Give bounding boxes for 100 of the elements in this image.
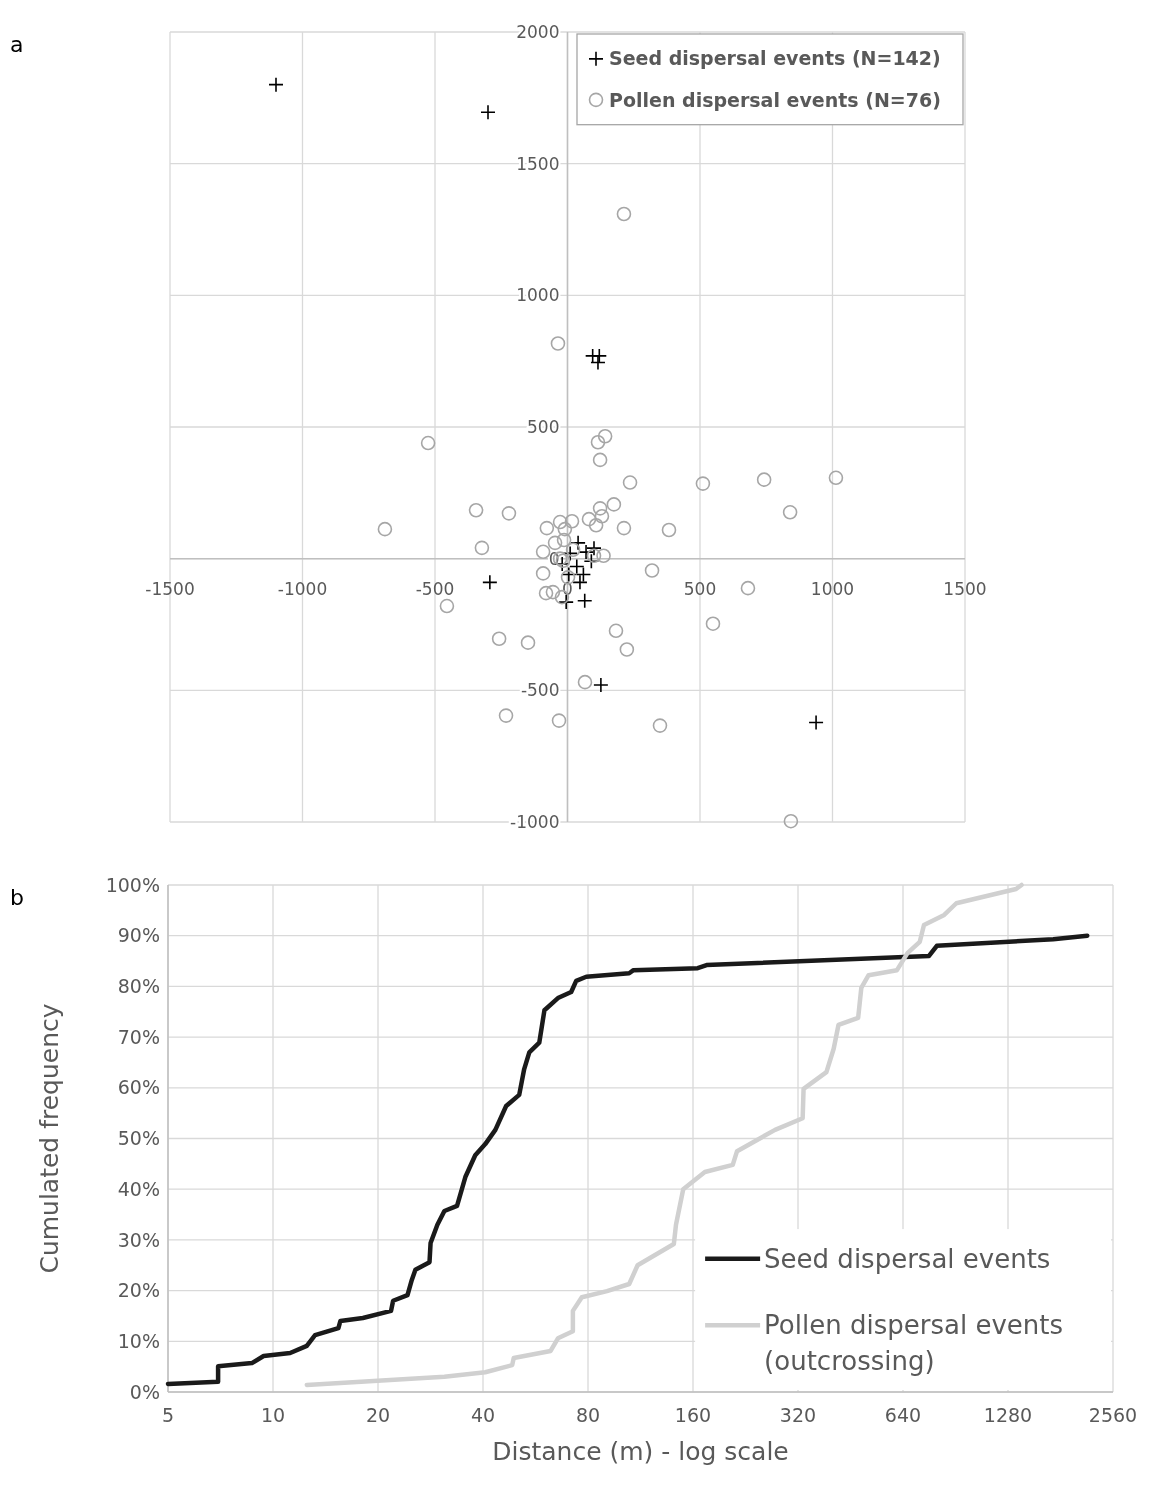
point bbox=[576, 593, 593, 609]
point bbox=[597, 428, 613, 444]
point bbox=[482, 574, 498, 591]
point bbox=[783, 813, 799, 829]
point bbox=[590, 434, 606, 450]
point bbox=[420, 435, 436, 451]
point bbox=[594, 508, 610, 524]
y-tick-label: 20% bbox=[117, 1279, 160, 1302]
point bbox=[705, 616, 721, 632]
point bbox=[268, 76, 284, 93]
x-tick-label: -1500 bbox=[145, 578, 195, 599]
x-tick-label: 1000 bbox=[810, 578, 855, 599]
point bbox=[782, 505, 798, 520]
point bbox=[539, 520, 555, 536]
point bbox=[644, 563, 660, 578]
point bbox=[377, 521, 393, 537]
y-tick-label: 500 bbox=[527, 416, 560, 437]
point bbox=[480, 104, 496, 121]
point bbox=[808, 714, 824, 731]
y-tick-label: 80% bbox=[117, 975, 160, 998]
x-tick-label: -500 bbox=[415, 578, 455, 599]
legend-label: Seed dispersal events (N=142) bbox=[609, 47, 941, 70]
text: b bbox=[10, 885, 24, 910]
point bbox=[695, 476, 711, 491]
point bbox=[535, 544, 551, 560]
point bbox=[557, 521, 573, 537]
point bbox=[828, 470, 844, 486]
point bbox=[545, 584, 561, 600]
x-tick-label: 1280 bbox=[983, 1404, 1033, 1426]
point bbox=[572, 574, 588, 591]
y-tick-label: 2000 bbox=[516, 21, 560, 42]
point bbox=[661, 522, 677, 538]
point bbox=[564, 513, 580, 529]
x-tick-label: 5 bbox=[161, 1404, 175, 1426]
point bbox=[468, 502, 484, 518]
x-tick-label: 40 bbox=[470, 1404, 496, 1426]
point bbox=[491, 631, 507, 647]
x-tick-label: 320 bbox=[779, 1404, 817, 1426]
point bbox=[547, 535, 563, 551]
point bbox=[565, 542, 581, 558]
point bbox=[591, 348, 608, 364]
point bbox=[608, 623, 624, 639]
x-tick-label: 1500 bbox=[943, 578, 987, 599]
point bbox=[558, 594, 574, 610]
legend-label: Pollen dispersal events (N=76) bbox=[609, 88, 941, 111]
point bbox=[577, 674, 593, 690]
y-tick-label: 10% bbox=[117, 1329, 160, 1352]
point bbox=[562, 545, 578, 562]
y-tick-label: 100% bbox=[105, 873, 160, 896]
point bbox=[616, 206, 632, 222]
point bbox=[535, 566, 551, 581]
y-tick-label: 90% bbox=[117, 924, 160, 947]
point bbox=[756, 472, 772, 487]
x-tick-label: 80 bbox=[575, 1404, 601, 1426]
point bbox=[606, 497, 622, 512]
x-tick-label: 10 bbox=[260, 1404, 286, 1426]
point bbox=[550, 336, 566, 351]
point bbox=[538, 585, 554, 601]
point bbox=[652, 718, 668, 733]
point bbox=[619, 642, 635, 657]
point bbox=[588, 517, 604, 533]
x-tick-label: -1000 bbox=[277, 578, 328, 599]
point bbox=[552, 514, 568, 530]
point bbox=[501, 506, 517, 521]
point bbox=[498, 708, 514, 723]
y-tick-label: 40% bbox=[117, 1177, 160, 1200]
y-tick-label: 1000 bbox=[516, 285, 560, 306]
x-tick-label: 20 bbox=[365, 1404, 391, 1426]
x-tick-label: 640 bbox=[884, 1404, 922, 1426]
y-tick-label: 0% bbox=[129, 1380, 160, 1403]
point bbox=[593, 677, 609, 693]
legend-label: Seed dispersal events bbox=[764, 1243, 1051, 1274]
point bbox=[592, 452, 608, 468]
y-tick-label: -1000 bbox=[510, 811, 560, 832]
y-axis-title: Cumulated frequency bbox=[35, 1003, 64, 1274]
y-tick-label: 60% bbox=[117, 1076, 160, 1099]
point bbox=[439, 598, 455, 614]
text: a bbox=[10, 32, 24, 57]
x-axis-title: Distance (m) - log scale bbox=[492, 1437, 789, 1466]
x-tick-label: 160 bbox=[674, 1404, 712, 1426]
legend-label: Pollen dispersal events (outcrossing) bbox=[764, 1310, 1063, 1376]
y-tick-label: 30% bbox=[117, 1228, 160, 1251]
y-tick-label: -500 bbox=[520, 680, 560, 701]
point bbox=[556, 532, 572, 548]
point bbox=[586, 548, 602, 564]
point bbox=[586, 540, 602, 556]
point bbox=[616, 520, 632, 536]
point bbox=[622, 475, 638, 490]
x-tick-label: 2560 bbox=[1088, 1404, 1138, 1426]
y-tick-label: 50% bbox=[117, 1127, 160, 1150]
point bbox=[740, 580, 756, 596]
y-tick-label: 1500 bbox=[516, 153, 560, 174]
point bbox=[596, 548, 611, 564]
point bbox=[520, 635, 536, 650]
x-tick-label: 500 bbox=[683, 578, 717, 599]
point bbox=[474, 540, 490, 556]
point bbox=[551, 713, 567, 728]
point bbox=[581, 511, 597, 527]
point bbox=[592, 501, 608, 516]
y-tick-label: 70% bbox=[117, 1025, 160, 1048]
